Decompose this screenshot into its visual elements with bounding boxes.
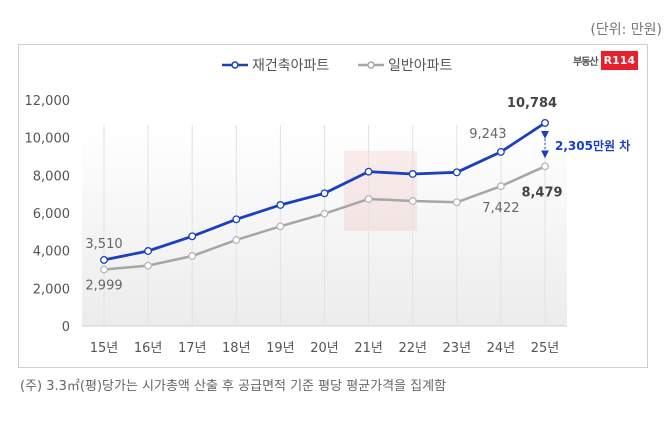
data-point — [276, 222, 285, 231]
data-point — [408, 170, 417, 178]
data-point — [320, 209, 329, 218]
difference-annotation: 2,305만원 차 — [555, 138, 630, 153]
x-tick-label: 17년 — [178, 341, 207, 356]
data-point — [541, 162, 549, 171]
data-point — [100, 255, 108, 264]
data-point — [144, 261, 153, 270]
legend-marker-1 — [367, 61, 375, 69]
x-tick-label: 21년 — [354, 341, 383, 356]
y-tick-label: 0 — [62, 320, 70, 335]
y-tick-label: 8,000 — [33, 169, 70, 184]
data-label: 8,479 — [521, 185, 562, 200]
footnote: (주) 3.3㎡(평)당가는 시가총액 산출 후 공급면적 기준 평당 평균가격… — [20, 379, 447, 394]
data-point — [232, 236, 241, 244]
data-point — [541, 118, 549, 127]
data-point — [364, 195, 373, 203]
data-point — [452, 198, 461, 207]
logo-text: 부동산 — [573, 57, 599, 68]
data-label: 9,243 — [469, 127, 506, 142]
legend-marker-0 — [231, 61, 239, 69]
data-point — [364, 167, 373, 176]
chart-frame — [18, 44, 648, 368]
logo: 부동산 R114 — [573, 51, 639, 70]
data-label: 7,422 — [482, 201, 519, 216]
x-tick-label: 18년 — [222, 341, 251, 356]
x-tick-label: 20년 — [310, 341, 339, 356]
y-tick-label: 10,000 — [25, 132, 71, 147]
data-label: 2,999 — [85, 279, 122, 294]
x-tick-label: 22년 — [398, 341, 427, 356]
x-tick-label: 16년 — [134, 341, 163, 356]
x-tick-label: 24년 — [487, 341, 516, 356]
data-point — [320, 189, 329, 198]
unit-label: (단위: 만원) — [590, 22, 662, 38]
y-tick-label: 6,000 — [33, 207, 70, 222]
data-point — [408, 197, 417, 205]
data-label: 10,784 — [507, 96, 557, 111]
legend-label-0: 재건축아파트 — [252, 58, 329, 74]
x-tick-label: 15년 — [90, 341, 119, 356]
data-point — [188, 252, 197, 260]
x-tick-label: 25년 — [531, 341, 560, 356]
x-tick-label: 19년 — [266, 341, 295, 356]
data-point — [452, 168, 461, 177]
data-point — [188, 232, 197, 241]
data-label: 3,510 — [85, 237, 122, 252]
data-point — [100, 265, 108, 274]
data-point — [144, 247, 153, 255]
data-point — [276, 201, 285, 209]
legend-label-1: 일반아파트 — [388, 58, 453, 74]
x-tick-label: 23년 — [443, 341, 472, 356]
y-tick-label: 4,000 — [33, 245, 70, 260]
data-point — [232, 215, 241, 224]
logo-badge: R114 — [600, 51, 639, 70]
watermark — [344, 151, 417, 231]
y-tick-label: 2,000 — [33, 282, 70, 297]
data-point — [496, 182, 505, 191]
data-point — [496, 147, 505, 156]
y-tick-label: 12,000 — [25, 94, 71, 109]
